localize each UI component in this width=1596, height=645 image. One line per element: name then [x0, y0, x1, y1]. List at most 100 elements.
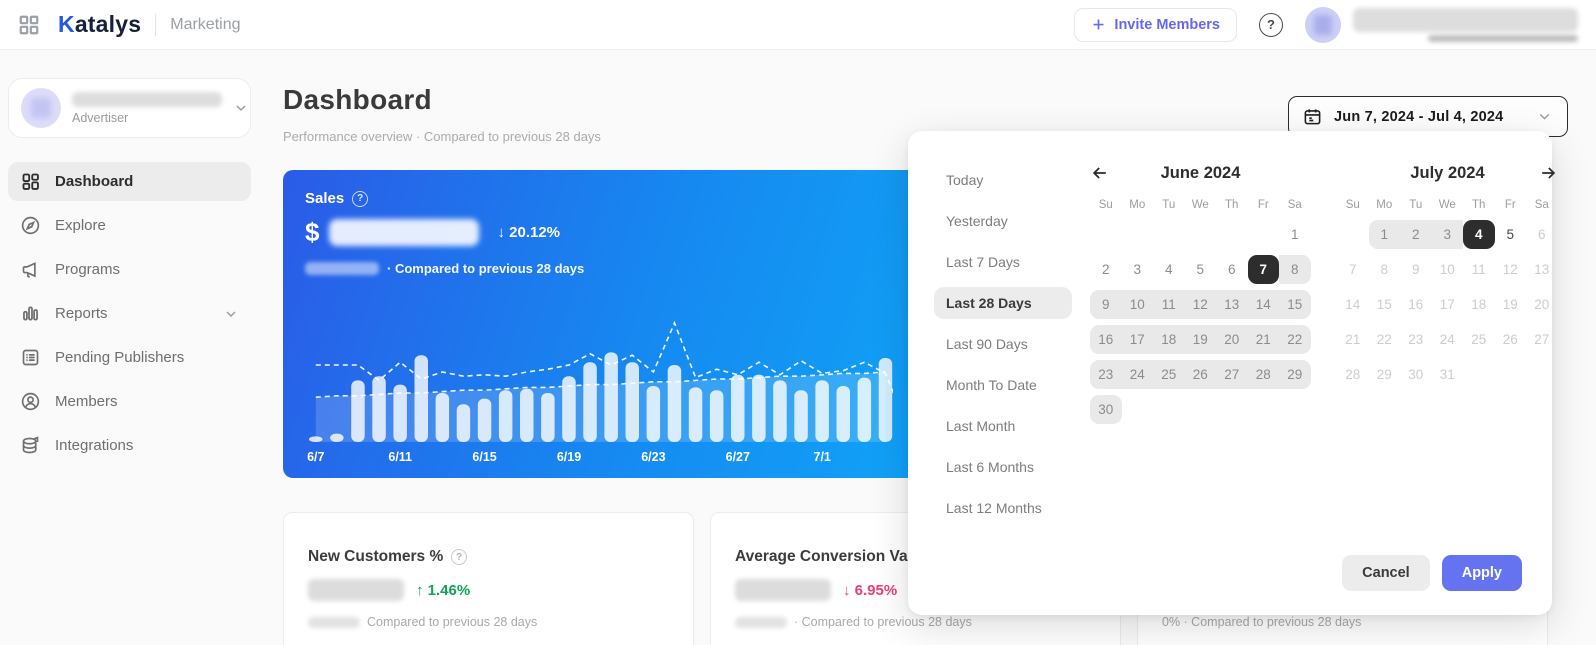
day-cell-14[interactable]: 14: [1345, 297, 1361, 312]
day-cell-20[interactable]: 20: [1216, 325, 1248, 354]
weekday-label: Th: [1472, 199, 1486, 211]
svg-text:6/11: 6/11: [388, 450, 412, 464]
day-cell-4[interactable]: 4: [1463, 220, 1495, 249]
day-cell-18[interactable]: 18: [1153, 325, 1185, 354]
metric-compare-label: 0% · Compared to previous 28 days: [1162, 615, 1362, 629]
day-cell-13[interactable]: 13: [1216, 290, 1248, 319]
day-cell-4[interactable]: 4: [1164, 262, 1173, 277]
day-cell-11[interactable]: 11: [1153, 290, 1185, 319]
day-cell-31[interactable]: 31: [1439, 367, 1455, 382]
day-cell-3[interactable]: 3: [1431, 220, 1463, 249]
day-cell-8[interactable]: 8: [1380, 262, 1388, 277]
day-cell-6[interactable]: 6: [1537, 227, 1546, 242]
day-cell-30[interactable]: 30: [1408, 367, 1424, 382]
day-cell-28[interactable]: 28: [1345, 367, 1361, 382]
day-cell-21[interactable]: 21: [1247, 325, 1279, 354]
day-cell-21[interactable]: 21: [1345, 332, 1361, 347]
day-cell-29[interactable]: 29: [1376, 367, 1392, 382]
day-cell-14[interactable]: 14: [1247, 290, 1279, 319]
preset-last-7-days[interactable]: Last 7 Days: [946, 254, 1020, 270]
sales-help-icon[interactable]: ?: [352, 190, 369, 207]
day-cell-12[interactable]: 12: [1184, 290, 1216, 319]
day-cell-27[interactable]: 27: [1534, 332, 1550, 347]
preset-yesterday[interactable]: Yesterday: [946, 213, 1008, 229]
invite-members-button[interactable]: Invite Members: [1074, 7, 1237, 42]
preset-last-month[interactable]: Last Month: [946, 418, 1016, 434]
day-cell-22[interactable]: 22: [1279, 325, 1311, 354]
day-empty: [1463, 360, 1495, 389]
preset-last-28-days[interactable]: Last 28 Days: [934, 287, 1072, 319]
day-cell-30[interactable]: 30: [1090, 395, 1122, 424]
day-cell-29[interactable]: 29: [1279, 360, 1311, 389]
day-cell-1[interactable]: 1: [1290, 227, 1299, 242]
day-cell-13[interactable]: 13: [1534, 262, 1550, 277]
preset-today[interactable]: Today: [946, 172, 984, 188]
day-cell-9[interactable]: 9: [1411, 262, 1420, 277]
day-cell-24[interactable]: 24: [1121, 360, 1153, 389]
metric-help-icon[interactable]: ?: [451, 549, 468, 565]
day-empty: [1279, 395, 1311, 424]
cancel-button[interactable]: Cancel: [1342, 555, 1430, 591]
day-cell-16[interactable]: 16: [1408, 297, 1424, 312]
day-cell-5[interactable]: 5: [1506, 227, 1514, 242]
sales-card-title: Sales: [305, 190, 345, 207]
sidebar-item-explore[interactable]: Explore: [8, 206, 251, 245]
next-month-arrow-icon[interactable]: [1538, 163, 1558, 183]
apps-grid-icon[interactable]: [18, 14, 40, 36]
weekday-label: Fr: [1504, 199, 1516, 211]
day-cell-7[interactable]: 7: [1247, 255, 1279, 284]
sidebar-item-dashboard[interactable]: Dashboard: [8, 162, 251, 201]
day-cell-5[interactable]: 5: [1196, 262, 1204, 277]
sidebar-item-pending-publishers[interactable]: Pending Publishers: [8, 338, 251, 377]
prev-month-arrow-icon[interactable]: [1090, 163, 1110, 183]
day-cell-25[interactable]: 25: [1471, 332, 1487, 347]
sidebar-item-members[interactable]: Members: [8, 382, 251, 421]
day-cell-11[interactable]: 11: [1471, 262, 1486, 277]
preset-last-12-months[interactable]: Last 12 Months: [946, 500, 1042, 516]
day-cell-12[interactable]: 12: [1502, 262, 1518, 277]
day-cell-20[interactable]: 20: [1534, 297, 1550, 312]
day-cell-22[interactable]: 22: [1376, 332, 1392, 347]
sidebar-item-reports[interactable]: Reports: [8, 294, 251, 333]
day-cell-27[interactable]: 27: [1216, 360, 1248, 389]
day-cell-19[interactable]: 19: [1184, 325, 1216, 354]
day-cell-8[interactable]: 8: [1279, 255, 1311, 284]
day-cell-2[interactable]: 2: [1400, 220, 1432, 249]
calendar-month-title: June 2024: [1160, 163, 1241, 182]
day-cell-23[interactable]: 23: [1090, 360, 1122, 389]
apply-button[interactable]: Apply: [1441, 555, 1522, 591]
user-menu[interactable]: [1305, 6, 1578, 43]
day-cell-28[interactable]: 28: [1247, 360, 1279, 389]
day-cell-26[interactable]: 26: [1184, 360, 1216, 389]
user-subtitle-redacted: [1428, 34, 1578, 42]
day-cell-23[interactable]: 23: [1408, 332, 1424, 347]
help-icon[interactable]: ?: [1259, 12, 1283, 37]
day-empty: [1122, 220, 1154, 249]
day-cell-17[interactable]: 17: [1121, 325, 1153, 354]
day-cell-15[interactable]: 15: [1279, 290, 1311, 319]
day-cell-19[interactable]: 19: [1502, 297, 1518, 312]
day-cell-9[interactable]: 9: [1090, 290, 1122, 319]
preset-last-90-days[interactable]: Last 90 Days: [946, 336, 1028, 352]
day-cell-15[interactable]: 15: [1376, 297, 1392, 312]
sidebar-item-integrations[interactable]: Integrations: [8, 426, 251, 465]
preset-last-6-months[interactable]: Last 6 Months: [946, 459, 1034, 475]
day-cell-3[interactable]: 3: [1133, 262, 1141, 277]
day-cell-10[interactable]: 10: [1121, 290, 1153, 319]
day-cell-10[interactable]: 10: [1439, 262, 1455, 277]
day-cell-1[interactable]: 1: [1368, 220, 1400, 249]
day-cell-17[interactable]: 17: [1439, 297, 1455, 312]
day-cell-26[interactable]: 26: [1502, 332, 1518, 347]
day-cell-2[interactable]: 2: [1101, 262, 1110, 277]
day-cell-24[interactable]: 24: [1439, 332, 1455, 347]
svg-text:6/19: 6/19: [557, 450, 581, 464]
sidebar-item-programs[interactable]: Programs: [8, 250, 251, 289]
day-cell-18[interactable]: 18: [1471, 297, 1487, 312]
day-cell-7[interactable]: 7: [1348, 262, 1357, 277]
preset-month-to-date[interactable]: Month To Date: [946, 377, 1037, 393]
explore-compass-icon: [20, 215, 41, 236]
day-cell-16[interactable]: 16: [1090, 325, 1122, 354]
day-cell-25[interactable]: 25: [1153, 360, 1185, 389]
day-cell-6[interactable]: 6: [1227, 262, 1236, 277]
advertiser-selector[interactable]: Advertiser: [8, 78, 251, 138]
